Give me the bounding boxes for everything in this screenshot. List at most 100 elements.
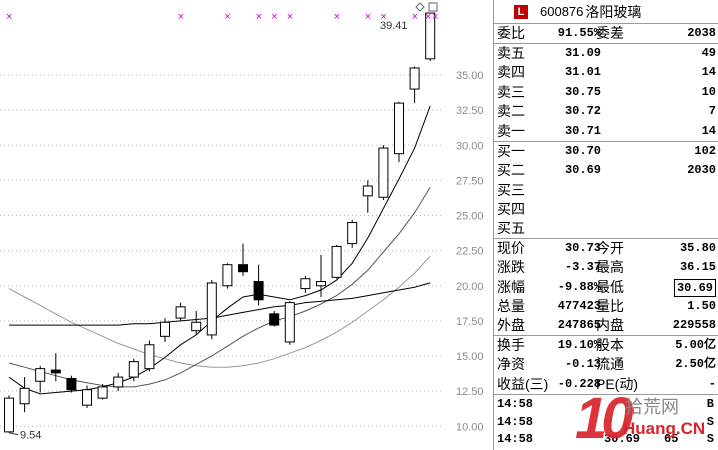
ask-row[interactable]: 卖四 31.01 14 [494, 63, 718, 82]
candle-up[interactable] [97, 384, 108, 400]
bid-row[interactable]: 买三 [494, 181, 718, 200]
order-diff-value: 2038 [687, 26, 716, 40]
candle-body [347, 222, 358, 245]
stat-label: 涨跌 [497, 259, 525, 276]
tick-row[interactable]: 14:58 30.69 65 S [494, 431, 718, 448]
candle-up[interactable] [300, 275, 311, 293]
ask-volume: 14 [701, 65, 716, 80]
ask-volume: 14 [701, 123, 716, 138]
candle-body [409, 67, 420, 90]
stat-label: 内盘 [596, 317, 624, 334]
ma-line-fast [8, 105, 431, 395]
candle-up[interactable] [4, 395, 14, 433]
fundamental-label: 流通 [596, 356, 624, 373]
watermark-domain: Huang.CN [623, 419, 706, 438]
stock-badge[interactable]: L [514, 4, 528, 19]
candle-down[interactable] [66, 375, 77, 393]
window-icon[interactable] [428, 2, 438, 12]
stat-value: 30.73 [564, 241, 601, 255]
candle-up[interactable] [35, 365, 46, 393]
candle-up[interactable] [347, 219, 358, 248]
candle-down[interactable] [269, 311, 280, 327]
fundamental-row: 净资 -0.13 流通 2.50亿 [494, 355, 718, 374]
axis-tick-label: 15.00 [456, 351, 484, 363]
ask-label: 卖四 [497, 64, 525, 81]
candle-up[interactable] [175, 302, 186, 321]
order-ratio-row: 委比 91.55% 委差 2038 [494, 24, 718, 43]
candle-up[interactable] [362, 180, 373, 213]
fundamental-value: -0.228 [557, 376, 601, 391]
candle-up[interactable] [316, 254, 326, 297]
candle-body [222, 264, 233, 287]
candle-up[interactable] [160, 318, 170, 342]
candle-body [160, 321, 170, 337]
stat-label: 现价 [497, 240, 525, 256]
chart-corner-icons[interactable] [415, 2, 438, 12]
candle-up[interactable] [206, 280, 217, 340]
signal-marker: × [432, 11, 438, 23]
stat-row: 涨幅 -9.88% 最低 30.69 [494, 278, 718, 297]
candle-up[interactable] [394, 101, 404, 163]
candle-body [362, 185, 373, 197]
signal-marker: × [224, 11, 230, 23]
diamond-icon[interactable] [415, 2, 425, 12]
candle-body [253, 281, 264, 301]
candle-up[interactable] [331, 245, 342, 279]
bid-row[interactable]: 买四 [494, 200, 718, 219]
bid-row[interactable]: 买二 30.69 2030 [494, 161, 718, 180]
candle-up[interactable] [144, 340, 155, 372]
kline-chart-panel[interactable]: × × × × × × × × × × × × 35.00 32.50 30.00 27.50 25.00 22… [0, 0, 493, 450]
ask-price: 30.75 [564, 84, 601, 99]
candle-up[interactable] [409, 66, 420, 104]
ask-row[interactable]: 卖一 30.71 14 [494, 122, 718, 141]
bid-price: 30.70 [564, 144, 601, 158]
axis-tick-label: 22.50 [456, 246, 484, 258]
order-diff-label: 委差 [596, 25, 624, 41]
low-pointer [8, 432, 19, 436]
signal-marker: × [365, 11, 371, 23]
bid-volume: 2030 [687, 163, 716, 178]
bid-row[interactable]: 买五 [494, 219, 718, 238]
high-price-label: 39.41 [380, 20, 408, 32]
stat-value: 229558 [672, 318, 716, 333]
candle-up[interactable] [284, 301, 295, 345]
tick-row[interactable]: 14:58 B [494, 396, 718, 413]
tick-volume: 65 [664, 432, 679, 446]
stat-value: 1.50 [687, 298, 716, 313]
candle-up[interactable] [191, 311, 202, 335]
ask-row[interactable]: 卖五 31.09 49 [494, 44, 718, 63]
ask-price: 30.71 [564, 123, 601, 138]
fundamental-value: 2.50亿 [675, 357, 716, 372]
fundamental-label: PE(动) [596, 375, 638, 392]
candle-body [284, 302, 295, 343]
candle-up[interactable] [113, 372, 124, 392]
axis-tick-label: 17.50 [456, 316, 484, 328]
candle-up[interactable] [222, 263, 233, 289]
candle-up[interactable] [82, 385, 92, 408]
stat-value: 477423 [557, 298, 601, 313]
bid-row[interactable]: 买一 30.70 102 [494, 142, 718, 161]
bid-price: 30.69 [564, 163, 601, 178]
candle-body [425, 12, 436, 60]
candle-up[interactable] [425, 12, 436, 61]
order-ratio-value: 91.55% [557, 26, 601, 40]
candle-up[interactable] [128, 358, 139, 382]
tick-row[interactable]: 14:58 S [494, 414, 718, 431]
kline-chart[interactable]: × × × × × × × × × × × × 35.0032.5030.0027.5025.0022… [0, 0, 493, 450]
tick-direction: B [706, 397, 714, 411]
candle-down[interactable] [238, 243, 248, 276]
ask-row[interactable]: 卖三 30.75 10 [494, 83, 718, 102]
candle-body [175, 306, 186, 319]
ask-row[interactable]: 卖二 30.72 7 [494, 102, 718, 121]
fundamental-label: 股本 [596, 337, 624, 353]
bid-label: 买三 [497, 181, 525, 198]
candle-down[interactable] [50, 353, 61, 382]
axis-tick-label: 20.00 [456, 281, 484, 293]
candle-down[interactable] [253, 264, 264, 306]
candle-up[interactable] [19, 377, 30, 413]
stock-header: L 600876 洛阳玻璃 [494, 0, 718, 23]
ask-label: 卖五 [497, 45, 525, 61]
site-watermark: 10 拾荒网 Huang.CN [565, 386, 717, 450]
candle-up[interactable] [378, 145, 389, 201]
tick-direction: S [706, 432, 714, 446]
